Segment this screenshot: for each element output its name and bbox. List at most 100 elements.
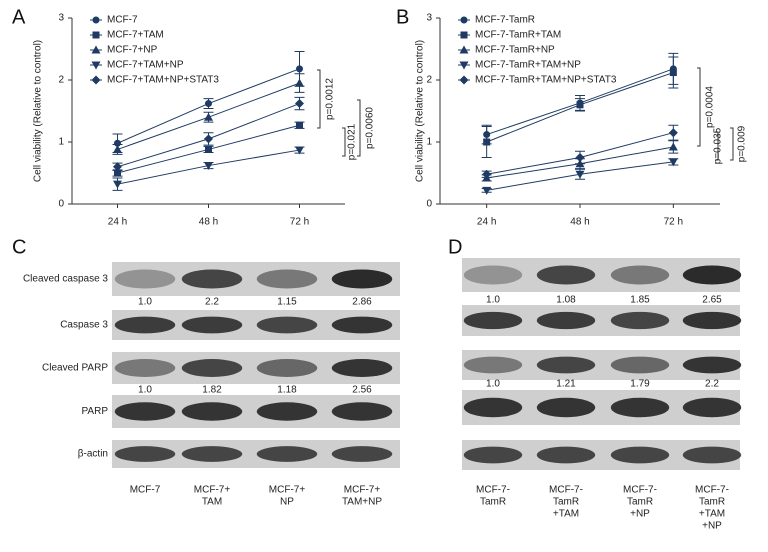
row-label: Cleaved PARP: [42, 363, 108, 374]
y-axis-label: Cell viability (Relative to control): [33, 40, 44, 182]
p-value: p=0.035: [713, 127, 724, 164]
panel-label: B: [396, 6, 409, 28]
blot-band: [181, 359, 243, 377]
blot-band: [536, 265, 596, 285]
band-ratio: 1.18: [277, 385, 297, 396]
blot-band: [256, 446, 318, 462]
blot-band: [682, 397, 742, 418]
lane-label: TamR: [627, 497, 653, 508]
band-ratio: 1.82: [202, 385, 222, 396]
x-tick-label: 48 h: [570, 217, 589, 228]
blot-band: [181, 269, 243, 289]
legend-marker: [91, 45, 101, 54]
data-point: [482, 186, 492, 195]
lane-label: MCF-7+: [269, 485, 306, 496]
blot-band: [610, 356, 670, 374]
y-tick-label: 1: [58, 137, 64, 148]
lane-label: MCF-7-: [695, 485, 729, 496]
legend-label: MCF-7-TamR+TAM+NP: [475, 60, 581, 71]
p-value: p=0.0004: [705, 86, 716, 128]
lane-label: +TAM: [699, 509, 725, 520]
blot-band: [682, 356, 742, 374]
x-tick-label: 24 h: [108, 217, 127, 228]
band-ratio: 1.0: [486, 295, 500, 306]
p-bracket: [730, 127, 734, 161]
blot-band: [114, 446, 176, 462]
lane-label: +NP: [630, 509, 650, 520]
y-tick-label: 0: [58, 199, 64, 210]
legend-marker: [460, 16, 468, 24]
y-tick-label: 2: [426, 75, 432, 86]
p-bracket: [317, 69, 321, 129]
blot-band: [610, 446, 670, 464]
p-bracket: [697, 67, 701, 147]
band-ratio: 1.21: [556, 379, 576, 390]
band-ratio: 1.15: [277, 297, 297, 308]
data-point: [204, 134, 213, 144]
panel-label: D: [448, 236, 462, 258]
data-point: [205, 100, 212, 108]
x-tick-label: 48 h: [199, 217, 218, 228]
blot-band: [114, 269, 176, 289]
data-point: [114, 169, 121, 177]
p-value: p=0.009: [737, 125, 748, 162]
band-ratio: 1.08: [556, 295, 576, 306]
lane-label: TAM+NP: [342, 497, 382, 508]
lane-label: TamR: [699, 497, 725, 508]
p-value: p=0.0060: [365, 107, 376, 149]
panel-label: A: [12, 6, 26, 28]
legend-marker: [460, 31, 468, 39]
data-point: [295, 78, 304, 87]
lane-label: MCF-7-: [549, 485, 583, 496]
blot-band: [463, 311, 523, 330]
blot-band: [610, 397, 670, 418]
legend-marker: [459, 75, 469, 85]
legend-label: MCF-7+TAM: [107, 30, 164, 41]
blot-band: [331, 269, 393, 289]
blot-band: [256, 359, 318, 377]
blot-band: [331, 446, 393, 462]
blot-band: [256, 269, 318, 289]
row-label: Cleaved caspase 3: [23, 274, 108, 285]
blot-band: [256, 402, 318, 421]
x-tick-label: 72 h: [290, 217, 309, 228]
legend-label: MCF-7: [107, 15, 138, 26]
band-ratio: 1.0: [138, 385, 152, 396]
lane-label: MCF-7-: [476, 485, 510, 496]
blot-band: [536, 311, 596, 330]
p-bracket: [715, 131, 719, 161]
data-point: [483, 138, 491, 146]
legend-label: MCF-7+TAM+NP+STAT3: [107, 75, 219, 86]
blot-band: [536, 356, 596, 374]
lane-label: MCF-7+: [344, 485, 381, 496]
lane-label: TamR: [480, 497, 506, 508]
data-point: [576, 101, 584, 109]
legend-label: MCF-7-TamR: [475, 15, 535, 26]
y-tick-label: 0: [426, 199, 432, 210]
data-point: [295, 99, 304, 109]
data-point: [668, 142, 678, 151]
y-axis-label: Cell viability (Relative to control): [415, 40, 426, 182]
blot-band: [610, 265, 670, 285]
blot-band: [114, 402, 176, 421]
data-point: [669, 69, 677, 77]
data-point: [113, 180, 122, 189]
band-ratio: 1.85: [630, 295, 650, 306]
row-label: β-actin: [78, 449, 108, 460]
p-value: p=0.021: [347, 123, 358, 160]
y-tick-label: 3: [426, 13, 432, 24]
lane-label: +NP: [702, 521, 722, 532]
legend-label: MCF-7-TamR+TAM: [475, 30, 561, 41]
p-value: p=0.0012: [325, 78, 336, 120]
legend-marker: [91, 75, 101, 85]
p-bracket: [342, 127, 346, 157]
blot-band: [181, 402, 243, 421]
data-point: [668, 158, 678, 167]
panel-label: C: [12, 236, 26, 258]
blot-band: [536, 446, 596, 464]
data-point: [205, 145, 212, 153]
lane-label: +TAM: [553, 509, 579, 520]
blot-band: [331, 359, 393, 377]
y-tick-label: 2: [58, 75, 64, 86]
